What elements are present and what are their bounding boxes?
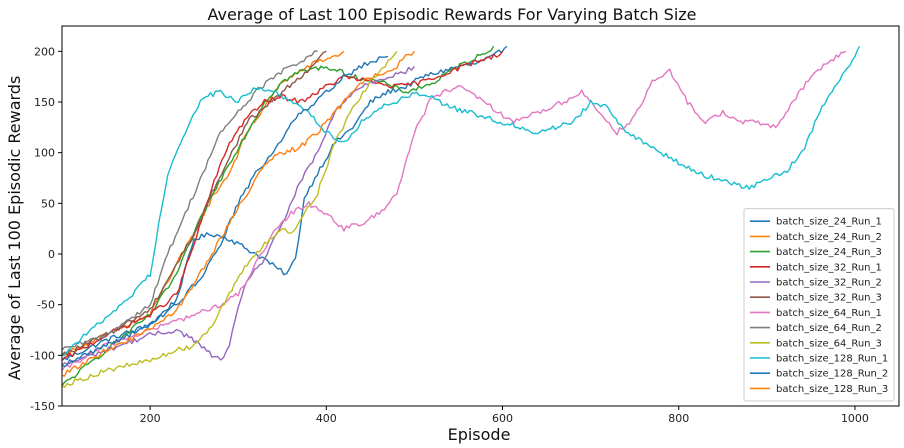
y-tick-label: 0 — [48, 248, 55, 261]
axes: 200 400 600 800 1000 -150 -100 -50 0 50 100 150 200 — [30, 25, 900, 425]
legend-entry: batch_size_128_Run_3 — [776, 384, 888, 395]
plot-area — [62, 45, 861, 388]
series-line-batch_size_24_Run_1 — [62, 45, 508, 361]
series-line-batch_size_64_Run_3 — [62, 50, 398, 388]
legend-entry: batch_size_32_Run_1 — [776, 262, 882, 273]
series-line-batch_size_64_Run_1 — [62, 50, 847, 371]
legend-entry: batch_size_32_Run_3 — [776, 293, 882, 304]
chart-title: Average of Last 100 Episodic Rewards For… — [207, 5, 696, 24]
series-line-batch_size_64_Run_2 — [62, 50, 318, 351]
legend-entry: batch_size_24_Run_1 — [776, 217, 882, 228]
series-line-batch_size_128_Run_2 — [62, 55, 389, 368]
y-tick-label: -150 — [30, 400, 55, 413]
y-axis-label: Average of Last 100 Episodic Rewards — [5, 76, 24, 381]
legend: batch_size_24_Run_1 batch_size_24_Run_2ba… — [743, 208, 895, 402]
y-tick-label: 200 — [34, 45, 55, 58]
legend-entry: batch_size_128_Run_1 — [776, 354, 888, 365]
series-line-batch_size_24_Run_3 — [62, 45, 495, 387]
x-tick-label: 800 — [668, 412, 689, 425]
legend-entry: batch_size_24_Run_3 — [776, 247, 882, 258]
series-line-batch_size_128_Run_1 — [62, 45, 861, 356]
series-line-batch_size_32_Run_3 — [62, 50, 327, 356]
legend-entry: batch_size_24_Run_2 — [776, 232, 882, 243]
legend-entry: batch_size_64_Run_1 — [776, 308, 882, 319]
series-line-batch_size_32_Run_2 — [62, 66, 415, 366]
legend-entry: batch_size_32_Run_2 — [776, 278, 882, 289]
x-tick-label: 600 — [492, 412, 513, 425]
legend-box — [743, 208, 895, 402]
legend-entry: batch_size_64_Run_3 — [776, 338, 882, 349]
legend-entry: batch_size_128_Run_2 — [776, 369, 888, 380]
y-tick-label: -50 — [37, 299, 55, 312]
x-tick-label: 1000 — [841, 412, 869, 425]
y-tick-label: -100 — [30, 349, 55, 362]
y-tick-label: 150 — [34, 96, 55, 109]
x-tick-label: 200 — [140, 412, 161, 425]
x-axis-label: Episode — [448, 425, 511, 444]
y-tick-label: 50 — [41, 197, 55, 210]
x-tick-label: 400 — [316, 412, 337, 425]
series-line-batch_size_128_Run_3 — [62, 50, 415, 377]
series-line-batch_size_32_Run_1 — [62, 50, 504, 361]
plot-frame — [61, 25, 900, 407]
legend-entry: batch_size_64_Run_2 — [776, 323, 882, 334]
y-tick-label: 100 — [34, 147, 55, 160]
